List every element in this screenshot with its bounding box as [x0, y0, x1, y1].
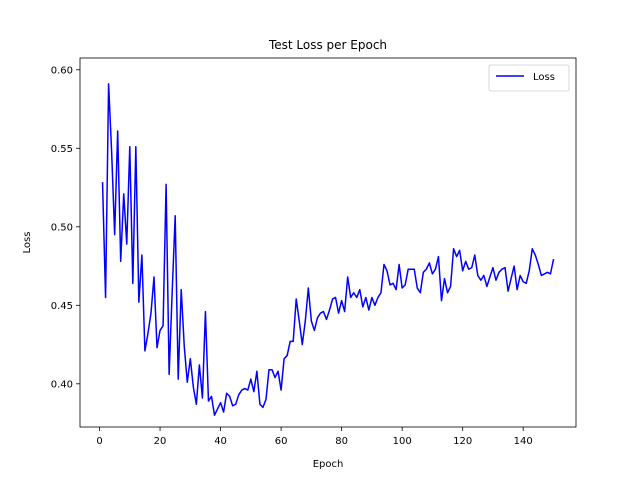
y-tick-label: 0.55 — [51, 144, 73, 155]
x-tick-label: 140 — [514, 436, 533, 447]
y-tick-label: 0.60 — [51, 65, 73, 76]
chart-title: Test Loss per Epoch — [268, 38, 387, 52]
x-tick-label: 120 — [453, 436, 472, 447]
y-axis-ticks: 0.40 0.45 0.50 0.55 0.60 — [51, 65, 80, 390]
plot-background — [80, 58, 576, 427]
legend: Loss — [488, 64, 570, 92]
legend-box — [488, 64, 570, 92]
y-tick-label: 0.50 — [51, 222, 73, 233]
x-tick-label: 40 — [214, 436, 227, 447]
y-axis-label: Loss — [22, 232, 33, 254]
x-tick-label: 60 — [275, 436, 288, 447]
x-tick-label: 0 — [96, 436, 102, 447]
x-tick-label: 80 — [335, 436, 348, 447]
x-tick-label: 100 — [393, 436, 412, 447]
y-tick-label: 0.45 — [51, 301, 73, 312]
legend-label-loss: Loss — [533, 72, 555, 83]
plot-area — [79, 57, 577, 428]
x-axis-ticks: 0 20 40 60 80 100 120 140 — [96, 427, 533, 447]
loss-series-line — [101, 83, 555, 416]
x-tick-label: 20 — [154, 436, 167, 447]
plot-frame — [79, 57, 577, 428]
x-axis-label: Epoch — [313, 459, 344, 470]
y-tick-label: 0.40 — [51, 379, 73, 390]
